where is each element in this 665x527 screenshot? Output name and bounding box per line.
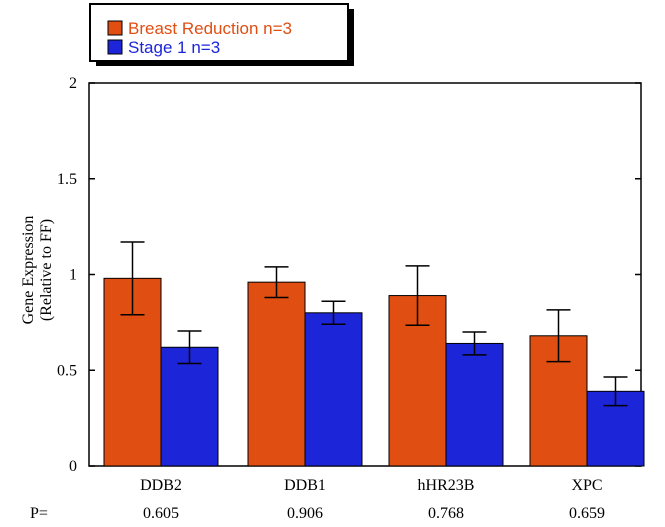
y-axis-subtitle: (Relative to FF)	[38, 219, 55, 321]
y-tick-label: 1.5	[57, 171, 77, 188]
legend-swatch-breast-reduction	[107, 20, 123, 36]
y-tick-label: 1	[69, 267, 77, 284]
p-value-label: 0.659	[569, 505, 605, 522]
y-axis-title-group: Gene Expression (Relative to FF)	[20, 216, 55, 325]
y-tick-label: 0	[69, 458, 77, 475]
legend: Breast Reduction n=3 Stage 1 n=3	[89, 3, 354, 66]
y-tick-label: 2	[69, 75, 77, 92]
p-value-prefix: P=	[30, 505, 48, 522]
bar	[160, 346, 219, 467]
legend-label-breast-reduction: Breast Reduction n=3	[128, 19, 292, 38]
category-label: DDB1	[284, 477, 326, 494]
bar	[103, 277, 162, 467]
legend-box	[89, 3, 349, 62]
chart-marks: 0 0.5 1 1.5 2 DDB2 0.605 DDB1 0.906 hHR23B 0.768 XP…	[57, 75, 645, 522]
bar	[445, 342, 504, 467]
y-axis-title: Gene Expression	[20, 216, 37, 325]
p-value-label: 0.906	[287, 505, 323, 522]
p-value-label: 0.768	[428, 505, 464, 522]
y-tick-label: 0.5	[57, 362, 77, 379]
legend-label-stage-1: Stage 1 n=3	[128, 38, 220, 57]
category-label: DDB2	[140, 477, 182, 494]
bar	[247, 281, 306, 467]
legend-swatch-stage-1	[107, 39, 123, 55]
p-value-label: 0.605	[143, 505, 179, 522]
category-label: hHR23B	[418, 477, 475, 494]
bar	[304, 312, 363, 467]
category-label: XPC	[571, 477, 602, 494]
